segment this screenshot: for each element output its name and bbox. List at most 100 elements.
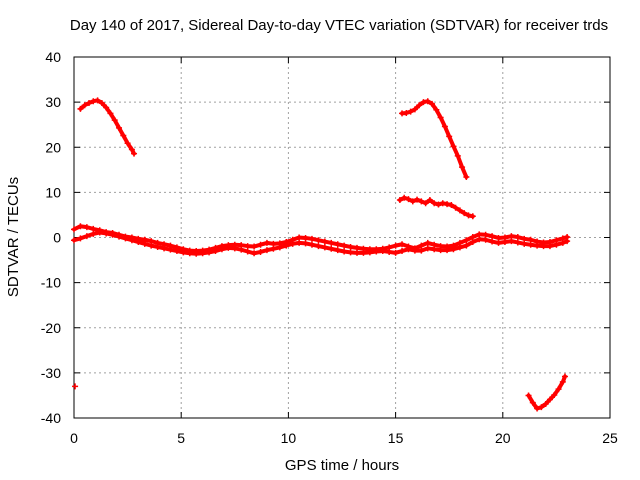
data-point [77,235,84,242]
data-point [553,241,560,248]
data-point [77,223,84,230]
data-point [437,114,444,121]
series-arc-3 [396,194,476,220]
data-point [414,196,421,203]
data-point [83,224,90,231]
data-point [296,239,303,246]
data-point [212,248,219,255]
data-point [465,212,472,219]
data-point [103,104,110,111]
data-point [561,373,568,380]
data-point [128,146,135,153]
data-point [429,100,436,107]
y-tick-label: 40 [45,49,61,65]
data-point [405,246,412,253]
series-arc-1 [77,97,138,157]
data-point [302,240,309,247]
series-band-lower [71,229,571,257]
data-point [276,244,283,251]
data-point [315,237,322,244]
data-point [392,249,399,256]
data-point [542,401,549,408]
data-point [135,239,142,246]
data-point [431,246,438,253]
data-point [263,247,270,254]
data-point [551,391,558,398]
data-point [251,250,258,257]
y-tick-label: 20 [45,139,61,155]
data-point [418,198,425,205]
data-point [360,249,367,256]
data-point [463,237,470,244]
y-tick-label: -40 [41,410,61,426]
data-point [401,194,408,201]
data-point [559,378,566,385]
series-band-upper [71,223,571,255]
data-point [446,133,453,140]
data-point [534,242,541,249]
data-point [124,140,131,147]
data-point [405,196,412,203]
chart-title: Day 140 of 2017, Sidereal Day-to-day VTE… [70,17,608,34]
series-point-5 [72,383,79,390]
data-point [199,250,206,257]
data-point [103,230,110,237]
data-point [141,240,148,247]
data-point [86,100,93,107]
data-point [489,238,496,245]
y-tick-label: -10 [41,275,61,291]
data-point [180,249,187,256]
data-point [469,213,476,220]
data-point [456,207,463,214]
data-point [424,239,431,246]
data-point [392,242,399,249]
data-point [116,233,123,240]
data-point [534,405,541,412]
data-point [444,247,451,254]
data-point [296,234,303,241]
data-point [315,243,322,250]
data-point [148,242,155,249]
data-point [514,239,521,246]
data-point [540,243,547,250]
data-point [321,244,328,251]
data-point [396,197,403,204]
data-point [454,152,461,159]
data-point [514,234,521,241]
data-point [435,201,442,208]
grid-lines [74,57,610,418]
data-point [161,245,168,252]
x-tick-label: 5 [177,430,185,446]
data-point [244,248,251,255]
data-point [206,249,213,256]
data-point [71,237,77,244]
y-tick-label: -30 [41,365,61,381]
data-point [81,102,88,109]
data-point [354,249,361,256]
data-point [416,102,423,109]
data-point [463,174,470,181]
data-point [463,242,470,249]
tick-marks [73,56,611,419]
data-point [529,399,536,406]
data-point [409,198,416,205]
x-tick-label: 20 [495,430,511,446]
data-point [77,105,84,112]
data-point [373,248,380,255]
data-point [131,150,138,157]
data-point [482,236,489,243]
data-point [289,240,296,247]
data-point [98,100,105,107]
data-point [120,132,127,139]
data-point [501,239,508,246]
data-point [476,236,483,243]
data-point [424,98,431,105]
series-arc-4 [525,373,568,412]
data-point [489,233,496,240]
data-point [431,200,438,207]
y-tick-label: 30 [45,94,61,110]
data-point [508,238,515,245]
x-tick-label: 0 [70,430,78,446]
data-point [111,117,118,124]
